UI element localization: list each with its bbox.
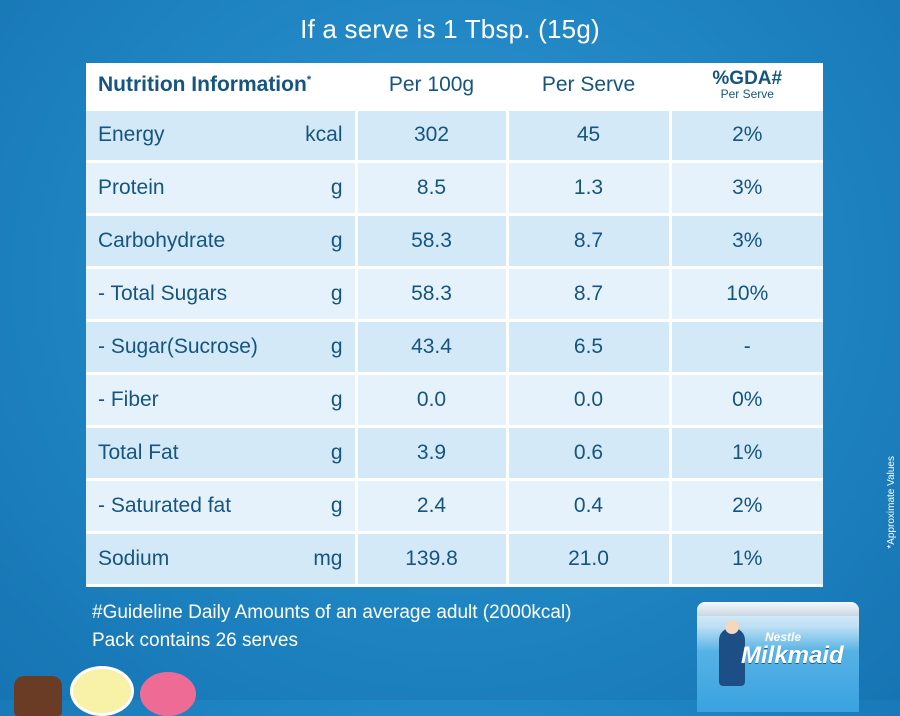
value-per-serve: 6.5 (507, 320, 672, 376)
nutrient-name: Sodium (98, 547, 170, 570)
nutrient-cell: - Total Sugars g (86, 267, 358, 323)
column-header-per-serve: Per Serve (507, 63, 672, 111)
pack-serves-note: Pack contains 26 serves (92, 630, 298, 651)
table-row: Energy kcal 302 45 2% (86, 109, 823, 164)
nutrient-name: - Fiber (98, 388, 159, 412)
nutrient-cell: Total Fat g (86, 426, 358, 482)
nutrient-cell: - Fiber g (86, 373, 358, 429)
nutrient-unit: g (330, 494, 343, 518)
table-row: - Sugar(Sucrose) g 43.4 6.5- (86, 320, 823, 376)
column-header-nutrient: Nutrition Information* (86, 63, 358, 111)
value-per-serve: 0.4 (507, 479, 672, 534)
value-per-serve: 45 (507, 109, 672, 164)
dessert-image (70, 666, 134, 716)
table-row: Sodium mg 139.8 21.0 1% (86, 532, 823, 587)
value-per-serve: 0.0 (507, 373, 672, 429)
value-gda: 3% (670, 214, 823, 270)
nutrient-unit: g (330, 441, 343, 465)
nutrient-name: Total Fat (98, 441, 179, 465)
nutrition-table: Nutrition Information* Per 100g Per Serv… (86, 63, 823, 587)
value-per-serve: 0.6 (507, 426, 672, 482)
nutrient-unit: g (330, 282, 343, 306)
value-gda: 0% (670, 373, 823, 429)
nutrition-information-label: Nutrition Information (98, 73, 307, 97)
table-row: - Saturated fat g 2.4 0.4 2% (86, 479, 823, 534)
nutrient-cell: Energy kcal (86, 109, 358, 164)
table-row: - Total Sugars g 58.3 8.7 10% (86, 267, 823, 323)
nutrient-unit: g (330, 335, 343, 359)
nutrient-name: Carbohydrate (98, 229, 226, 253)
value-gda: 3% (670, 161, 823, 217)
nutrition-table-panel: Nutrition Information* Per 100g Per Serv… (86, 63, 823, 587)
serving-size-title: If a serve is 1 Tbsp. (15g) (300, 14, 600, 44)
nutrient-cell: - Saturated fat g (86, 479, 358, 534)
value-gda: 1% (670, 426, 823, 482)
approximate-values-note: *Approximate Values (886, 456, 897, 549)
table-row: Carbohydrate g 58.3 8.7 3% (86, 214, 823, 270)
asterisk-mark: * (306, 74, 312, 87)
value-gda: - (670, 320, 823, 376)
table-row: - Fiber g 0.0 0.0 0% (86, 373, 823, 429)
value-gda: 1% (670, 532, 823, 587)
brand-logo-milkmaid: Milkmaid (741, 642, 844, 669)
column-header-per-100g: Per 100g (356, 63, 509, 111)
value-per-100g: 43.4 (356, 320, 509, 376)
nutrient-unit: g (330, 176, 343, 200)
nutrient-cell: - Sugar(Sucrose) g (86, 320, 358, 376)
value-per-100g: 58.3 (356, 214, 509, 270)
pink-dessert-image (140, 672, 196, 716)
value-per-100g: 3.9 (356, 426, 509, 482)
value-gda: 2% (670, 479, 823, 534)
column-header-gda: %GDA# Per Serve (670, 63, 823, 111)
nutrient-name: - Total Sugars (98, 282, 228, 306)
value-per-100g: 0.0 (356, 373, 509, 429)
value-gda: 10% (670, 267, 823, 323)
value-per-100g: 2.4 (356, 479, 509, 534)
gda-label: %GDA# (712, 67, 783, 89)
nutrient-unit: g (330, 229, 343, 253)
nutrient-cell: Carbohydrate g (86, 214, 358, 270)
table-row: Protein g 8.5 1.3 3% (86, 161, 823, 217)
value-per-serve: 1.3 (507, 161, 672, 217)
nutrient-cell: Protein g (86, 161, 358, 217)
gda-sub-label: Per Serve (720, 86, 774, 101)
table-header-row: Nutrition Information* Per 100g Per Serv… (86, 63, 823, 111)
nutrient-unit: kcal (305, 123, 343, 147)
value-per-serve: 8.7 (507, 267, 672, 323)
brand-logo-nestle: Nestle (765, 630, 802, 644)
value-per-100g: 139.8 (356, 532, 509, 587)
table-row: Total Fat g 3.9 0.6 1% (86, 426, 823, 482)
nutrient-unit: mg (313, 547, 343, 570)
milkmaid-figure-icon (719, 620, 745, 686)
value-per-100g: 8.5 (356, 161, 509, 217)
can-rim (697, 602, 859, 616)
value-per-100g: 58.3 (356, 267, 509, 323)
value-per-serve: 21.0 (507, 532, 672, 587)
nutrient-unit: g (330, 388, 343, 412)
nutrition-table-body: Energy kcal 302 45 2% Protein g 8.5 1.3 3% Carbohy… (86, 109, 823, 587)
nutrient-name: Protein (98, 176, 165, 200)
nutrient-name: Energy (98, 123, 165, 147)
gda-footnote: #Guideline Daily Amounts of an average a… (92, 602, 572, 623)
nutrient-name: - Saturated fat (98, 494, 232, 518)
value-per-100g: 302 (356, 109, 509, 164)
value-per-serve: 8.7 (507, 214, 672, 270)
milkmaid-can-image: Nestle Milkmaid (697, 602, 859, 712)
value-gda: 2% (670, 109, 823, 164)
nutrient-cell: Sodium mg (86, 532, 358, 587)
nutrient-name: - Sugar(Sucrose) (98, 335, 258, 359)
brownie-image (14, 676, 62, 716)
